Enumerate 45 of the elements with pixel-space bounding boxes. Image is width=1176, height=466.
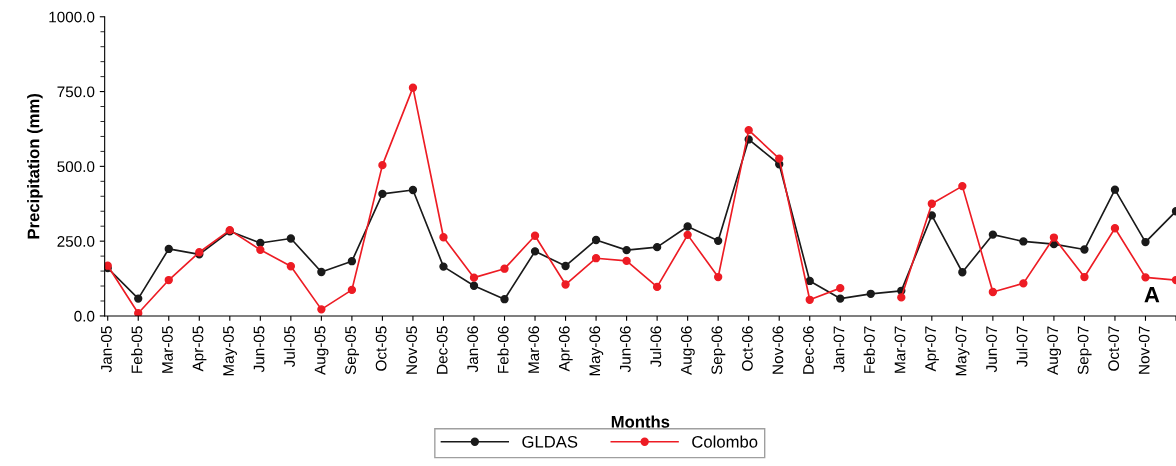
- y-tick-label: 0.0: [74, 310, 95, 322]
- x-tick-label: Jun-06: [619, 326, 631, 373]
- x-tick-label: Jul-05: [283, 326, 295, 368]
- x-tick-label: Dec-05: [436, 326, 448, 374]
- x-tick-label: Feb-05: [131, 326, 143, 373]
- y-tick-label: 250.0: [57, 236, 95, 247]
- x-tick-label: Aug-07: [1047, 326, 1062, 375]
- x-tick-label: Mar-05: [162, 326, 173, 373]
- y-axis-title: Precipitation (mm): [27, 94, 43, 239]
- x-tick-label: May-07: [955, 326, 970, 376]
- x-tick-label: Nov-05: [406, 326, 418, 374]
- x-tick-label: Nov-06: [772, 326, 784, 374]
- y-tick-label: 500.0: [57, 161, 95, 173]
- x-tick-label: Sep-07: [1077, 326, 1092, 375]
- x-tick-label: Jan-06: [467, 326, 479, 373]
- legend-label: GLDAS: [522, 435, 578, 448]
- x-tick-label: Apr-07: [925, 326, 939, 372]
- x-tick-label: Oct-06: [741, 326, 753, 371]
- x-tick-label: Apr-05: [192, 326, 207, 372]
- x-tick-label: Apr-06: [558, 326, 573, 372]
- y-tick-label: 750.0: [57, 86, 95, 98]
- x-tick-label: Mar-06: [528, 326, 540, 373]
- y-tick-label: 1000.0: [49, 11, 95, 23]
- x-tick-label: Mar-07: [894, 326, 906, 373]
- x-tick-label: Jul-06: [650, 326, 662, 368]
- x-axis-title: Months: [611, 415, 670, 428]
- legend-label: Colombo: [692, 435, 758, 448]
- x-tick-label: Sep-06: [711, 326, 726, 375]
- x-tick-label: Aug-06: [680, 326, 695, 375]
- x-tick-label: May-06: [589, 326, 604, 376]
- x-tick-label: Oct-07: [1108, 326, 1120, 371]
- x-tick-label: Jan-05: [101, 326, 112, 373]
- x-tick-label: Nov-07: [1138, 326, 1150, 374]
- x-tick-label: Jul-07: [1016, 326, 1028, 368]
- annotation: A: [1144, 287, 1160, 303]
- x-tick-label: Jun-05: [253, 326, 265, 373]
- x-tick-label: Feb-07: [863, 326, 875, 373]
- x-tick-label: Feb-06: [497, 326, 509, 373]
- x-tick-label: May-05: [223, 326, 237, 376]
- x-tick-label: Sep-05: [345, 326, 360, 375]
- x-tick-label: Dec-06: [803, 326, 814, 374]
- x-tick-label: Jun-07: [986, 326, 997, 373]
- x-tick-label: Oct-05: [375, 326, 387, 371]
- x-tick-label: Aug-05: [314, 326, 329, 375]
- x-tick-label: Jan-07: [833, 326, 845, 373]
